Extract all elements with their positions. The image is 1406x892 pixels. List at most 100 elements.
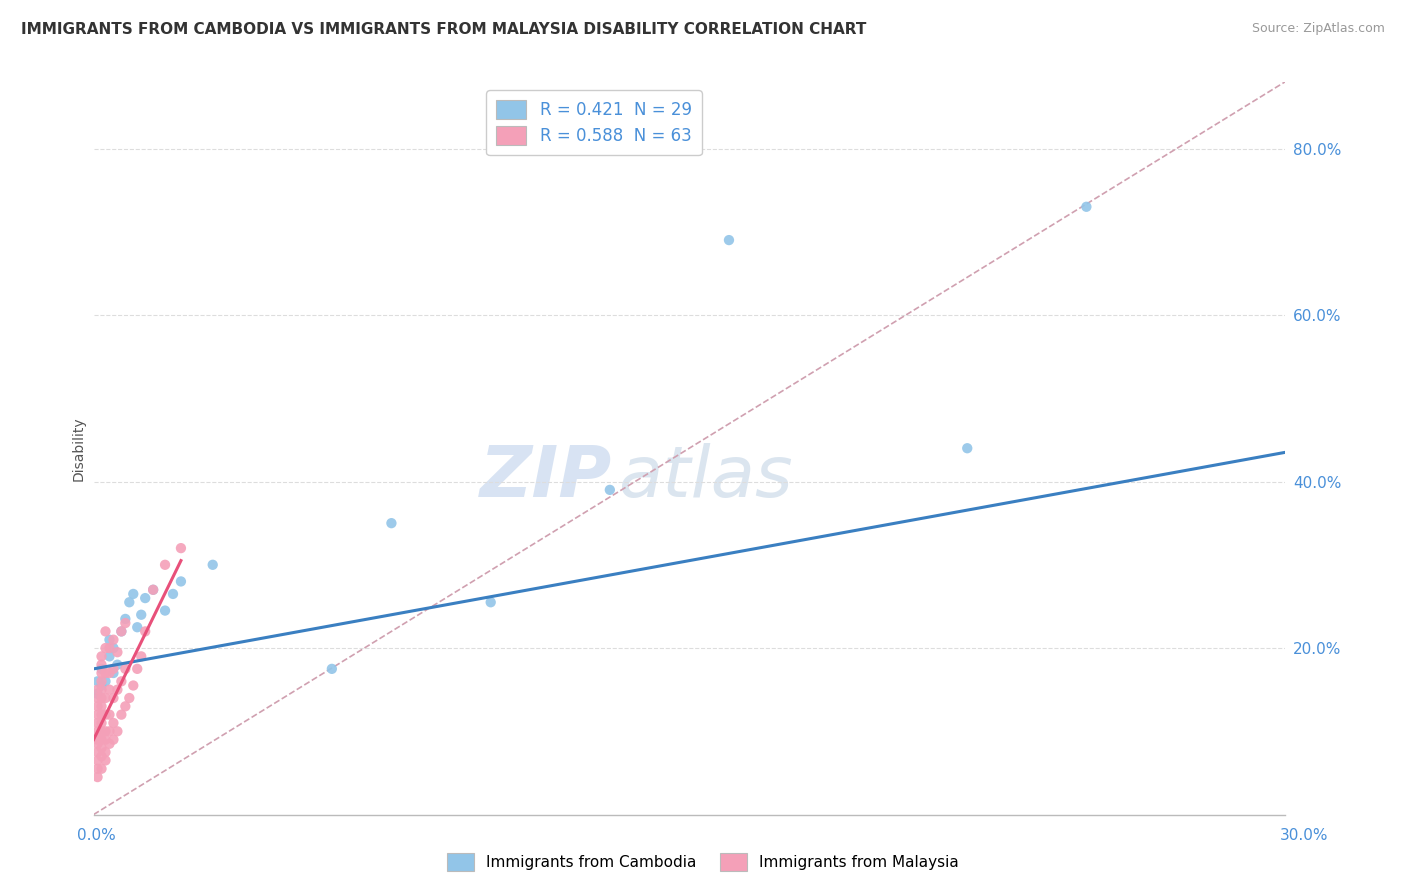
Point xyxy=(86,687,108,701)
Point xyxy=(90,691,112,706)
Point xyxy=(98,682,121,697)
Point xyxy=(94,707,117,722)
Point xyxy=(90,699,112,714)
Point xyxy=(129,607,152,622)
Point xyxy=(153,558,176,572)
Point xyxy=(90,707,112,722)
Text: ZIP: ZIP xyxy=(479,443,612,512)
Text: atlas: atlas xyxy=(617,443,793,512)
Point xyxy=(90,649,112,664)
Point xyxy=(170,574,193,589)
Point xyxy=(103,691,125,706)
Point xyxy=(90,679,112,693)
Point xyxy=(1076,200,1098,214)
Point xyxy=(380,516,402,531)
Point xyxy=(90,682,112,697)
Point xyxy=(90,724,112,739)
Point xyxy=(86,737,108,751)
Point xyxy=(94,674,117,689)
Legend: Immigrants from Cambodia, Immigrants from Malaysia: Immigrants from Cambodia, Immigrants fro… xyxy=(440,847,966,877)
Point xyxy=(86,682,108,697)
Point xyxy=(86,674,108,689)
Text: IMMIGRANTS FROM CAMBODIA VS IMMIGRANTS FROM MALAYSIA DISABILITY CORRELATION CHAR: IMMIGRANTS FROM CAMBODIA VS IMMIGRANTS F… xyxy=(21,22,866,37)
Point xyxy=(94,691,117,706)
Point xyxy=(98,737,121,751)
Point xyxy=(86,770,108,784)
Point xyxy=(142,582,165,597)
Point xyxy=(201,558,224,572)
Point xyxy=(90,716,112,731)
Point xyxy=(127,662,149,676)
Point xyxy=(98,649,121,664)
Point xyxy=(127,620,149,634)
Point xyxy=(153,604,176,618)
Point xyxy=(110,624,132,639)
Point xyxy=(90,741,112,756)
Point xyxy=(103,662,125,676)
Point xyxy=(94,641,117,656)
Point xyxy=(122,679,145,693)
Point xyxy=(107,645,129,659)
Point xyxy=(110,624,132,639)
Point xyxy=(107,682,129,697)
Point xyxy=(103,641,125,656)
Point xyxy=(90,657,112,672)
Point xyxy=(98,632,121,647)
Point xyxy=(321,662,343,676)
Point xyxy=(94,754,117,768)
Point xyxy=(110,707,132,722)
Point xyxy=(86,732,108,747)
Point xyxy=(114,662,136,676)
Point xyxy=(86,762,108,776)
Point xyxy=(956,441,979,455)
Point xyxy=(118,691,141,706)
Y-axis label: Disability: Disability xyxy=(72,416,86,481)
Point xyxy=(170,541,193,556)
Point xyxy=(134,591,156,606)
Point xyxy=(107,724,129,739)
Text: Source: ZipAtlas.com: Source: ZipAtlas.com xyxy=(1251,22,1385,36)
Point xyxy=(90,674,112,689)
Text: 0.0%: 0.0% xyxy=(77,828,117,843)
Point xyxy=(103,732,125,747)
Point xyxy=(90,732,112,747)
Point xyxy=(98,641,121,656)
Point xyxy=(103,666,125,681)
Point xyxy=(114,612,136,626)
Point xyxy=(118,595,141,609)
Point xyxy=(94,745,117,759)
Point xyxy=(129,649,152,664)
Legend: R = 0.421  N = 29, R = 0.588  N = 63: R = 0.421 N = 29, R = 0.588 N = 63 xyxy=(486,90,702,155)
Point xyxy=(599,483,621,497)
Point xyxy=(94,724,117,739)
Point xyxy=(110,674,132,689)
Point xyxy=(103,632,125,647)
Point xyxy=(98,724,121,739)
Point xyxy=(90,762,112,776)
Point xyxy=(86,724,108,739)
Point xyxy=(142,582,165,597)
Point xyxy=(90,666,112,681)
Point xyxy=(94,624,117,639)
Point xyxy=(98,666,121,681)
Point xyxy=(86,745,108,759)
Point xyxy=(86,716,108,731)
Point xyxy=(114,616,136,631)
Point xyxy=(86,691,108,706)
Point xyxy=(86,754,108,768)
Point xyxy=(134,624,156,639)
Point xyxy=(86,699,108,714)
Point xyxy=(90,749,112,764)
Point xyxy=(107,657,129,672)
Point xyxy=(103,716,125,731)
Point xyxy=(90,662,112,676)
Point xyxy=(94,732,117,747)
Point xyxy=(94,666,117,681)
Point xyxy=(86,707,108,722)
Point xyxy=(114,699,136,714)
Point xyxy=(98,707,121,722)
Point xyxy=(162,587,184,601)
Point xyxy=(122,587,145,601)
Point xyxy=(717,233,740,247)
Text: 30.0%: 30.0% xyxy=(1281,828,1329,843)
